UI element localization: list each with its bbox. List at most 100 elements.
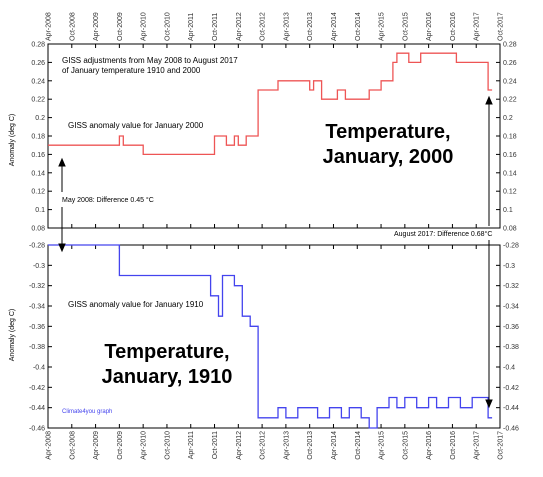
y-tick-label-left: 0.14: [31, 170, 45, 177]
top-y-axis-label: Anomaly (deg C): [9, 114, 16, 167]
x-tick-label-bottom: Oct-2015: [402, 431, 409, 460]
x-tick-label-top: Oct-2008: [69, 12, 76, 41]
x-tick-label-bottom: Apr-2011: [188, 431, 195, 459]
chart-subtitle: of January temperature 1910 and 2000: [62, 66, 201, 75]
y-tick-label-left: 0.18: [31, 134, 45, 141]
bottom-y-axis-label: Anomaly (deg C): [9, 309, 16, 362]
y-tick-label-right: -0.36: [503, 324, 519, 331]
y-tick-label-right: -0.34: [503, 304, 519, 311]
bottom-y-ticks: -0.28 -0.28 -0.3 -0.3 -0.32 -0.32 -0.34 -0.34 -0…: [29, 243, 519, 433]
x-tick-label-top: Apr-2016: [426, 12, 433, 41]
series-line-jan-1910: [48, 244, 493, 429]
y-tick-label-right: 0.1: [503, 207, 513, 214]
annotation-may-2008: May 2008: Difference 0.45 °C: [62, 196, 154, 204]
big-label-2000-line2: January, 2000: [323, 146, 454, 168]
x-tick-label-top: Apr-2011: [188, 13, 195, 41]
x-ticks: Apr-2008 Apr-2008 Oct-2008 Oct-2008 Apr-2009…: [46, 12, 505, 460]
big-label-2000-line1: Temperature,: [325, 121, 450, 143]
x-tick-label-top: Oct-2011: [212, 13, 219, 41]
x-tick-label-top: Apr-2017: [474, 12, 481, 41]
x-tick-label-top: Apr-2014: [331, 12, 338, 41]
x-tick-label-top: Oct-2017: [498, 12, 505, 41]
x-tick-label-top: Oct-2014: [355, 12, 362, 41]
top-y-ticks: 0.28 0.28 0.26 0.26 0.24 0.24 0.22 0.22 0.2 0.2 0.…: [31, 42, 516, 233]
y-tick-label-right: -0.3: [503, 263, 515, 270]
y-tick-label-left: 0.1: [35, 207, 45, 214]
x-tick-label-bottom: Apr-2009: [93, 431, 100, 460]
y-tick-label-left: 0.12: [31, 189, 45, 196]
x-tick-label-bottom: Apr-2016: [426, 431, 433, 460]
y-tick-label-right: 0.14: [503, 170, 517, 177]
x-tick-label-bottom: Apr-2008: [46, 431, 53, 460]
x-tick-label-top: Oct-2012: [260, 12, 267, 41]
arrow-left: [58, 157, 66, 253]
y-tick-label-left: -0.44: [29, 405, 45, 412]
x-tick-label-bottom: Apr-2013: [283, 431, 290, 460]
y-tick-label-left: 0.22: [31, 97, 45, 104]
x-tick-label-bottom: Oct-2010: [164, 431, 171, 460]
y-tick-label-left: -0.4: [33, 365, 45, 372]
y-tick-label-right: 0.28: [503, 42, 517, 49]
y-tick-label-left: 0.2: [35, 115, 45, 122]
y-tick-label-right: -0.28: [503, 243, 519, 250]
y-tick-label-left: -0.46: [29, 426, 45, 433]
y-tick-label-right: 0.12: [503, 189, 517, 196]
y-tick-label-left: 0.24: [31, 78, 45, 85]
y-tick-label-left: 0.26: [31, 60, 45, 67]
x-tick-label-top: Apr-2013: [283, 12, 290, 41]
x-tick-label-bottom: Oct-2012: [260, 431, 267, 460]
x-tick-label-top: Apr-2015: [379, 12, 386, 41]
x-tick-label-top: Apr-2012: [236, 12, 243, 41]
x-tick-label-bottom: Oct-2014: [355, 431, 362, 460]
x-tick-label-top: Oct-2015: [402, 12, 409, 41]
x-tick-label-top: Apr-2010: [141, 12, 148, 41]
x-tick-label-bottom: Oct-2011: [212, 431, 219, 459]
y-tick-label-right: 0.18: [503, 134, 517, 141]
series-line-jan-2000: [48, 52, 493, 156]
x-tick-label-bottom: Apr-2012: [236, 431, 243, 460]
y-tick-label-left: -0.28: [29, 243, 45, 250]
y-tick-label-left: 0.16: [31, 152, 45, 159]
x-tick-label-bottom: Oct-2013: [307, 431, 314, 460]
series-label-jan-2000: GISS anomaly value for January 2000: [68, 121, 204, 130]
y-tick-label-left: -0.32: [29, 283, 45, 290]
y-tick-label-right: 0.24: [503, 78, 517, 85]
y-tick-label-right: -0.46: [503, 426, 519, 433]
credit-text: Climate4you graph: [62, 409, 112, 415]
arrow-right: [485, 95, 493, 409]
x-tick-label-top: Oct-2009: [117, 12, 124, 41]
bottom-panel-frame: [47, 244, 501, 429]
y-tick-label-right: -0.4: [503, 365, 515, 372]
y-tick-label-right: -0.44: [503, 405, 519, 412]
x-tick-label-top: Oct-2013: [307, 12, 314, 41]
y-tick-label-left: -0.42: [29, 385, 45, 392]
y-tick-label-left: -0.38: [29, 344, 45, 351]
y-tick-label-right: 0.2: [503, 115, 513, 122]
y-tick-label-left: 0.28: [31, 42, 45, 49]
y-tick-label-right: -0.42: [503, 385, 519, 392]
x-tick-label-bottom: Apr-2014: [331, 431, 338, 460]
x-tick-label-top: Oct-2010: [164, 12, 171, 41]
x-tick-label-top: Oct-2016: [450, 12, 457, 41]
y-tick-label-left: -0.34: [29, 304, 45, 311]
y-tick-label-right: -0.38: [503, 344, 519, 351]
x-tick-label-top: Apr-2008: [46, 12, 53, 41]
x-tick-label-bottom: Oct-2017: [498, 431, 505, 460]
annotation-aug-2017: August 2017: Difference 0.68°C: [394, 230, 492, 238]
x-tick-label-bottom: Apr-2010: [141, 431, 148, 460]
x-tick-label-bottom: Apr-2015: [379, 431, 386, 460]
y-tick-label-right: 0.16: [503, 152, 517, 159]
series-label-jan-1910: GISS anomaly value for January 1910: [68, 300, 204, 309]
y-tick-label-right: -0.32: [503, 283, 519, 290]
big-label-1910-line2: January, 1910: [102, 366, 233, 388]
x-tick-label-bottom: Oct-2009: [117, 431, 124, 460]
x-tick-label-bottom: Oct-2008: [69, 431, 76, 460]
y-tick-label-left: -0.36: [29, 324, 45, 331]
y-tick-label-left: -0.3: [33, 263, 45, 270]
y-tick-label-right: 0.22: [503, 97, 517, 104]
big-label-1910-line1: Temperature,: [104, 341, 229, 363]
x-tick-label-top: Apr-2009: [93, 12, 100, 41]
y-tick-label-left: 0.08: [31, 226, 45, 233]
x-tick-label-bottom: Oct-2016: [450, 431, 457, 460]
